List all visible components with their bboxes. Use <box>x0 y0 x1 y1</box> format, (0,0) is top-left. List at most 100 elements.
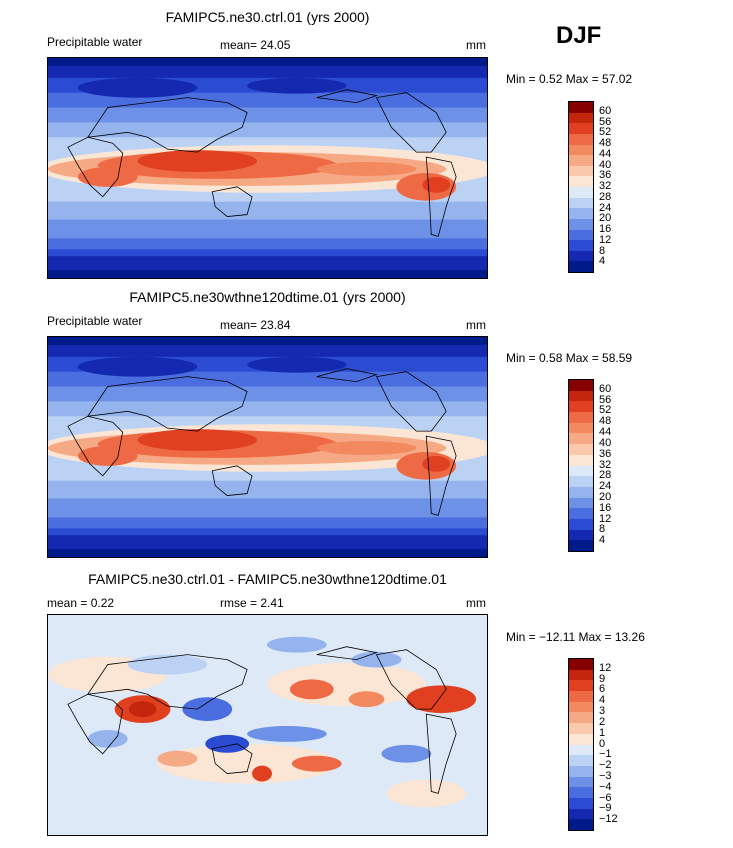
panel2-variable-label: Precipitable water <box>47 314 143 328</box>
panel2-colorbar-segment <box>569 529 593 541</box>
panel1-colorbar-segment <box>569 250 593 262</box>
panel1-colorbar-tick-label: 40 <box>599 158 612 171</box>
panel3-contour-plot <box>48 615 487 835</box>
season-label: DJF <box>556 22 602 49</box>
panel2-colorbar-tick-label: 24 <box>599 480 612 493</box>
panel1-map <box>47 57 488 279</box>
panel2-map <box>47 336 488 558</box>
panel3-colorbar-tick-label: 2 <box>599 715 606 728</box>
panel1-colorbar-segment <box>569 229 593 241</box>
panel3-colorbar-segment <box>569 733 593 745</box>
panel1-colorbar-tick-label: 16 <box>599 223 612 235</box>
panel1-unit: mm <box>466 38 486 52</box>
panel1-mean: mean= 24.05 <box>220 38 291 52</box>
panel3-colorbar-tick-label: 1 <box>599 726 606 739</box>
panel2-colorbar-segment <box>569 518 593 530</box>
panel3-colorbar-segment <box>569 787 593 798</box>
panel3-colorbar-segment <box>569 691 593 702</box>
panel3-colorbar-segment <box>569 755 593 766</box>
panel2-mean: mean= 23.84 <box>220 318 291 332</box>
panel1-colorbar-tick-label: 36 <box>599 169 612 182</box>
panel2-colorbar-segment <box>569 476 593 487</box>
panel2-minmax: Min = 0.58 Max = 58.59 <box>506 351 633 365</box>
panel1-colorbar-segment <box>569 197 593 209</box>
panel1-colorbar-tick-label: 48 <box>599 137 612 149</box>
panel3-colorbar-segment <box>569 797 593 809</box>
panel3-colorbar-tick-label: −2 <box>599 759 612 772</box>
panel3-colorbar-segment <box>569 744 593 756</box>
panel1-colorbar-segment <box>569 144 593 156</box>
panel3-colorbar-segment <box>569 701 593 713</box>
panel1-colorbar-tick-label: 60 <box>599 104 612 117</box>
panel2-colorbar-segment <box>569 497 593 509</box>
panel1-colorbar-tick-label: 44 <box>599 147 612 160</box>
panel2-colorbar-tick-label: 60 <box>599 382 612 395</box>
panel3-colorbar-tick-label: −9 <box>599 802 612 815</box>
panel2-colorbar-segment <box>569 486 593 498</box>
panel1-colorbar-segment <box>569 218 593 230</box>
panel1-colorbar-tick-label: 32 <box>599 180 612 192</box>
panel2-colorbar-tick-label: 40 <box>599 436 612 449</box>
panel1-colorbar-segment <box>569 187 593 198</box>
panel3-mean: mean = 0.22 <box>47 596 115 610</box>
panel2-colorbar-tick-label: 20 <box>599 490 612 503</box>
panel2-colorbar-segment <box>569 465 593 477</box>
panel3-rmse: rmse = 2.41 <box>220 596 284 610</box>
panel3-colorbar-tick-label: −1 <box>599 748 612 761</box>
panel3-title: FAMIPC5.ne30.ctrl.01 - FAMIPC5.ne30wthne… <box>88 571 447 587</box>
panel1-colorbar-segment <box>569 102 593 113</box>
panel1-colorbar-segment <box>569 123 593 134</box>
panel1-colorbar-segment <box>569 165 593 177</box>
panel3-colorbar-tick-label: −12 <box>599 813 618 826</box>
panel2-colorbar-segment <box>569 422 593 434</box>
panel2-colorbar-tick-label: 44 <box>599 426 612 439</box>
panel2-title: FAMIPC5.ne30wthne120dtime.01 (yrs 2000) <box>129 289 406 305</box>
panel3-colorbar-segment <box>569 776 593 788</box>
panel1-colorbar-tick-label: 52 <box>599 126 612 139</box>
panel1-colorbar-tick-label: 28 <box>599 190 612 203</box>
panel2-colorbar-segment <box>569 444 593 455</box>
panel1-colorbar-tick-label: 8 <box>599 244 606 257</box>
panel2-colorbar-segment <box>569 412 593 423</box>
panel2-colorbar-tick-label: 8 <box>599 523 606 536</box>
panel3-colorbar-segment <box>569 669 593 681</box>
panel2-colorbar-tick-label: 32 <box>599 458 612 471</box>
panel1-colorbar-tick-label: 12 <box>599 233 612 246</box>
panel1-colorbar-segment <box>569 176 593 187</box>
panel1-contour-plot <box>48 58 487 278</box>
panel1-minmax: Min = 0.52 Max = 57.02 <box>506 72 633 86</box>
panel3-colorbar-segment <box>569 659 593 670</box>
panel3-colorbar-tick-label: 4 <box>599 694 606 707</box>
panel3-colorbar <box>568 658 594 831</box>
panel2-colorbar <box>568 379 594 552</box>
panel2-colorbar-segment <box>569 433 593 445</box>
panel2-colorbar-tick-label: 36 <box>599 447 612 460</box>
panel2-colorbar-segment <box>569 390 593 402</box>
panel2-colorbar-segment <box>569 508 593 519</box>
panel1-colorbar-tick-label: 20 <box>599 212 612 225</box>
panel2-colorbar-tick-label: 4 <box>599 534 606 547</box>
panel3-colorbar-tick-label: −4 <box>599 780 612 793</box>
panel1-colorbar-tick-label: 56 <box>599 115 612 128</box>
panel2-colorbar-tick-label: 16 <box>599 501 612 514</box>
panel3-colorbar-segment <box>569 765 593 777</box>
panel2-colorbar-tick-label: 56 <box>599 393 612 406</box>
panel2-colorbar-tick-label: 28 <box>599 469 612 482</box>
panel1-colorbar-segment <box>569 208 593 219</box>
panel1-title: FAMIPC5.ne30.ctrl.01 (yrs 2000) <box>165 9 370 25</box>
panel3-colorbar-segment <box>569 712 593 724</box>
panel1-colorbar-segment <box>569 112 593 124</box>
panel1-colorbar-segment <box>569 133 593 145</box>
panel3-map <box>47 614 488 836</box>
panel2-unit: mm <box>466 318 486 332</box>
panel2-colorbar-tick-label: 48 <box>599 415 612 428</box>
panel2-contour-plot <box>48 337 487 557</box>
panel1-colorbar-segment <box>569 240 593 251</box>
panel3-colorbar-tick-label: 9 <box>599 672 606 685</box>
panel1-colorbar-tick-label: 4 <box>599 255 606 268</box>
panel1-colorbar-segment <box>569 155 593 166</box>
panel3-colorbar-segment <box>569 808 593 820</box>
panel1-colorbar-segment <box>569 261 593 272</box>
panel3-minmax: Min = −12.11 Max = 13.26 <box>506 630 645 644</box>
panel2-colorbar-segment <box>569 540 593 551</box>
